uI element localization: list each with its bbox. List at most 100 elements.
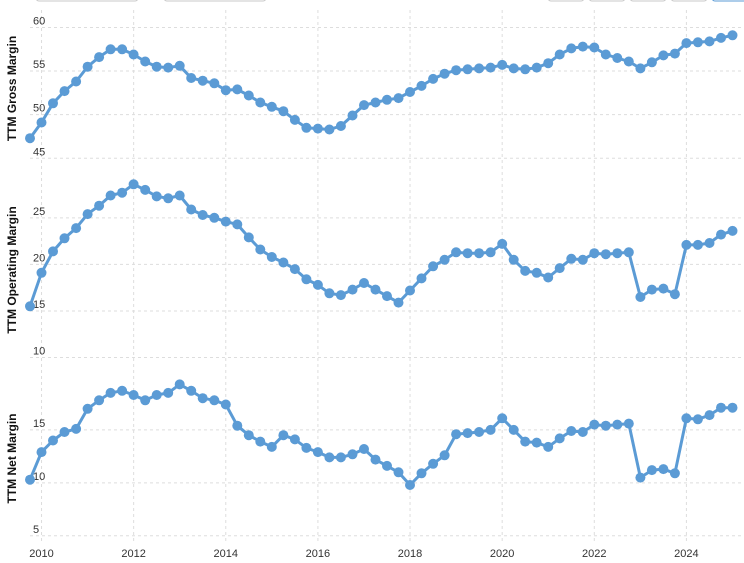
- data-point[interactable]: [612, 248, 623, 259]
- data-point[interactable]: [451, 247, 462, 258]
- data-point[interactable]: [635, 63, 646, 74]
- data-point[interactable]: [347, 284, 358, 295]
- data-point[interactable]: [485, 247, 496, 258]
- data-point[interactable]: [278, 106, 289, 117]
- data-point[interactable]: [716, 32, 726, 43]
- data-point[interactable]: [220, 216, 231, 227]
- zoom-button-all[interactable]: [712, 0, 744, 2]
- data-point[interactable]: [94, 395, 105, 406]
- data-point[interactable]: [566, 426, 577, 436]
- data-point[interactable]: [646, 284, 657, 295]
- data-point[interactable]: [278, 430, 289, 441]
- data-point[interactable]: [243, 232, 254, 243]
- data-point[interactable]: [312, 123, 323, 134]
- data-point[interactable]: [589, 419, 600, 430]
- data-point[interactable]: [577, 254, 588, 265]
- data-point[interactable]: [105, 44, 116, 55]
- data-point[interactable]: [140, 56, 151, 67]
- data-point[interactable]: [485, 424, 496, 435]
- data-point[interactable]: [658, 50, 669, 61]
- data-point[interactable]: [255, 436, 266, 447]
- data-point[interactable]: [59, 86, 70, 97]
- data-point[interactable]: [577, 427, 588, 437]
- data-point[interactable]: [612, 53, 623, 63]
- data-point[interactable]: [658, 283, 669, 294]
- data-point[interactable]: [451, 65, 462, 76]
- data-point[interactable]: [151, 390, 162, 400]
- data-point[interactable]: [704, 238, 715, 248]
- data-point[interactable]: [462, 248, 473, 259]
- data-point[interactable]: [140, 184, 151, 195]
- data-point[interactable]: [635, 292, 646, 302]
- data-point[interactable]: [209, 78, 220, 89]
- data-point[interactable]: [485, 62, 496, 73]
- data-point[interactable]: [393, 297, 404, 308]
- data-point[interactable]: [324, 288, 335, 299]
- data-point[interactable]: [439, 254, 450, 265]
- data-point[interactable]: [128, 390, 139, 400]
- data-point[interactable]: [140, 395, 151, 406]
- data-point[interactable]: [324, 124, 335, 135]
- data-point[interactable]: [232, 219, 243, 230]
- data-point[interactable]: [117, 385, 128, 396]
- data-point[interactable]: [462, 64, 473, 75]
- data-point[interactable]: [554, 49, 565, 60]
- data-point[interactable]: [704, 410, 715, 421]
- data-point[interactable]: [497, 59, 508, 70]
- data-point[interactable]: [370, 284, 381, 295]
- data-point[interactable]: [174, 60, 185, 71]
- data-point[interactable]: [669, 468, 680, 479]
- data-point[interactable]: [25, 301, 35, 312]
- data-point[interactable]: [301, 122, 312, 133]
- data-point[interactable]: [727, 30, 738, 41]
- data-point[interactable]: [416, 80, 427, 91]
- data-point[interactable]: [692, 414, 703, 425]
- data-point[interactable]: [266, 252, 277, 262]
- data-point[interactable]: [220, 85, 231, 96]
- data-point[interactable]: [646, 57, 657, 68]
- data-point[interactable]: [266, 101, 277, 112]
- data-point[interactable]: [220, 399, 231, 410]
- data-point[interactable]: [669, 48, 680, 59]
- data-point[interactable]: [520, 64, 531, 75]
- data-point[interactable]: [393, 93, 404, 104]
- data-point[interactable]: [289, 264, 300, 275]
- data-point[interactable]: [646, 465, 657, 476]
- data-point[interactable]: [335, 452, 346, 463]
- data-point[interactable]: [543, 272, 554, 283]
- data-point[interactable]: [405, 285, 415, 296]
- data-point[interactable]: [531, 267, 542, 278]
- data-point[interactable]: [59, 427, 70, 437]
- data-point[interactable]: [612, 419, 623, 430]
- data-point[interactable]: [566, 253, 577, 264]
- data-point[interactable]: [543, 58, 554, 69]
- zoom-button-2[interactable]: [589, 0, 625, 2]
- zoom-button-4[interactable]: [671, 0, 707, 2]
- data-point[interactable]: [347, 110, 358, 121]
- data-point[interactable]: [692, 239, 703, 250]
- data-point[interactable]: [232, 84, 243, 95]
- data-point[interactable]: [405, 480, 415, 490]
- data-point[interactable]: [382, 291, 392, 302]
- data-point[interactable]: [163, 62, 174, 73]
- data-point[interactable]: [600, 49, 611, 60]
- data-point[interactable]: [266, 441, 277, 452]
- data-point[interactable]: [462, 428, 473, 439]
- data-point[interactable]: [416, 468, 427, 479]
- data-point[interactable]: [531, 62, 542, 73]
- data-point[interactable]: [393, 467, 404, 478]
- data-point[interactable]: [716, 402, 726, 413]
- data-point[interactable]: [416, 273, 427, 284]
- data-point[interactable]: [335, 121, 346, 131]
- data-point[interactable]: [370, 454, 381, 465]
- data-point[interactable]: [151, 191, 162, 202]
- data-point[interactable]: [520, 265, 531, 276]
- data-point[interactable]: [554, 433, 565, 444]
- data-point[interactable]: [474, 248, 485, 259]
- data-point[interactable]: [623, 56, 634, 67]
- data-point[interactable]: [508, 424, 519, 435]
- data-point[interactable]: [497, 238, 508, 249]
- data-point[interactable]: [82, 61, 93, 72]
- data-point[interactable]: [382, 460, 392, 471]
- data-point[interactable]: [508, 63, 519, 74]
